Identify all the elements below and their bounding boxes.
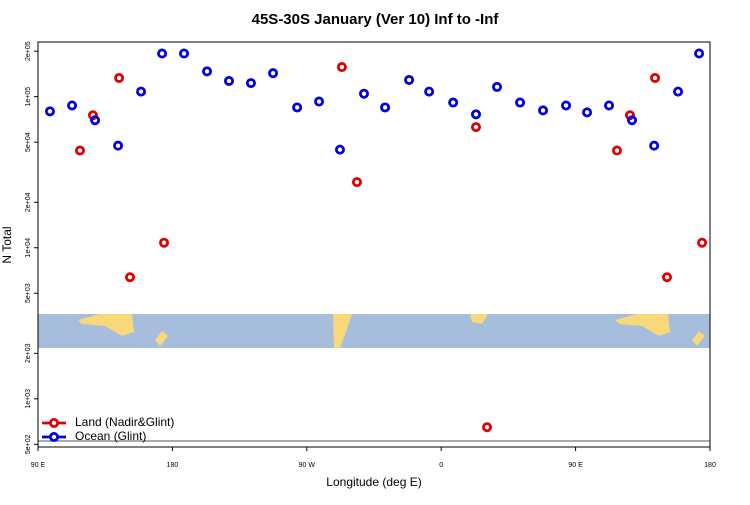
point xyxy=(694,48,705,59)
x-tick-label: 90 E xyxy=(31,462,46,469)
point xyxy=(448,97,459,108)
x-axis-label: Longitude (deg E) xyxy=(326,475,421,489)
point xyxy=(351,177,362,188)
point xyxy=(561,100,572,111)
x-tick-label: 90 W xyxy=(299,462,316,469)
legend-label: Land (Nadir&Glint) xyxy=(75,415,174,429)
point xyxy=(482,422,493,433)
y-tick-label: 2e+03 xyxy=(25,343,32,363)
point xyxy=(292,102,303,113)
land-shape xyxy=(615,314,670,336)
y-tick-label: 5e+02 xyxy=(25,434,32,454)
point xyxy=(113,140,124,151)
point xyxy=(538,105,549,116)
point xyxy=(114,72,125,83)
x-tick-label: 180 xyxy=(167,462,179,469)
y-tick-label: 5e+03 xyxy=(25,283,32,303)
point xyxy=(202,66,213,77)
point xyxy=(74,145,85,156)
point xyxy=(159,237,170,248)
point xyxy=(697,237,708,248)
land-shape xyxy=(692,331,705,346)
point xyxy=(611,145,622,156)
point xyxy=(582,107,593,118)
point xyxy=(673,86,684,97)
y-tick-label: 2e+05 xyxy=(25,41,32,61)
point xyxy=(44,106,55,117)
legend-marker xyxy=(49,431,60,442)
point xyxy=(627,115,638,126)
land-shape xyxy=(333,314,352,348)
y-tick-label: 2e+04 xyxy=(25,192,32,212)
point xyxy=(404,74,415,85)
land-shape xyxy=(155,331,168,346)
land-shape xyxy=(470,314,488,324)
ocean-band xyxy=(38,314,710,348)
point xyxy=(470,122,481,133)
point xyxy=(268,68,279,79)
point xyxy=(604,100,615,111)
point xyxy=(336,62,347,73)
point xyxy=(334,144,345,155)
point xyxy=(380,102,391,113)
y-tick-label: 5e+04 xyxy=(25,132,32,152)
point xyxy=(157,48,168,59)
legend-marker xyxy=(49,417,60,428)
y-tick-label: 1e+03 xyxy=(25,389,32,409)
y-tick-label: 1e+05 xyxy=(25,87,32,107)
y-axis-label: N Total xyxy=(0,226,14,263)
x-tick-label: 90 E xyxy=(568,462,583,469)
point xyxy=(650,72,661,83)
point xyxy=(136,86,147,97)
map-strip xyxy=(38,314,710,348)
point xyxy=(245,78,256,89)
point xyxy=(67,100,78,111)
legend: Land (Nadir&Glint)Ocean (Glint) xyxy=(42,415,174,443)
legend-label: Ocean (Glint) xyxy=(75,429,146,443)
point xyxy=(470,109,481,120)
x-tick-label: 180 xyxy=(704,462,716,469)
point xyxy=(661,272,672,283)
land-shape xyxy=(78,314,134,336)
point xyxy=(358,88,369,99)
point xyxy=(179,48,190,59)
x-tick-label: 0 xyxy=(439,462,443,469)
point xyxy=(649,140,660,151)
point xyxy=(314,96,325,107)
y-tick-label: 1e+04 xyxy=(25,238,32,258)
point xyxy=(424,86,435,97)
point xyxy=(124,272,135,283)
chart-title: 45S-30S January (Ver 10) Inf to -Inf xyxy=(252,11,500,28)
point xyxy=(515,97,526,108)
plot-frame xyxy=(37,41,711,448)
point xyxy=(90,115,101,126)
point xyxy=(492,81,503,92)
point xyxy=(223,75,234,86)
